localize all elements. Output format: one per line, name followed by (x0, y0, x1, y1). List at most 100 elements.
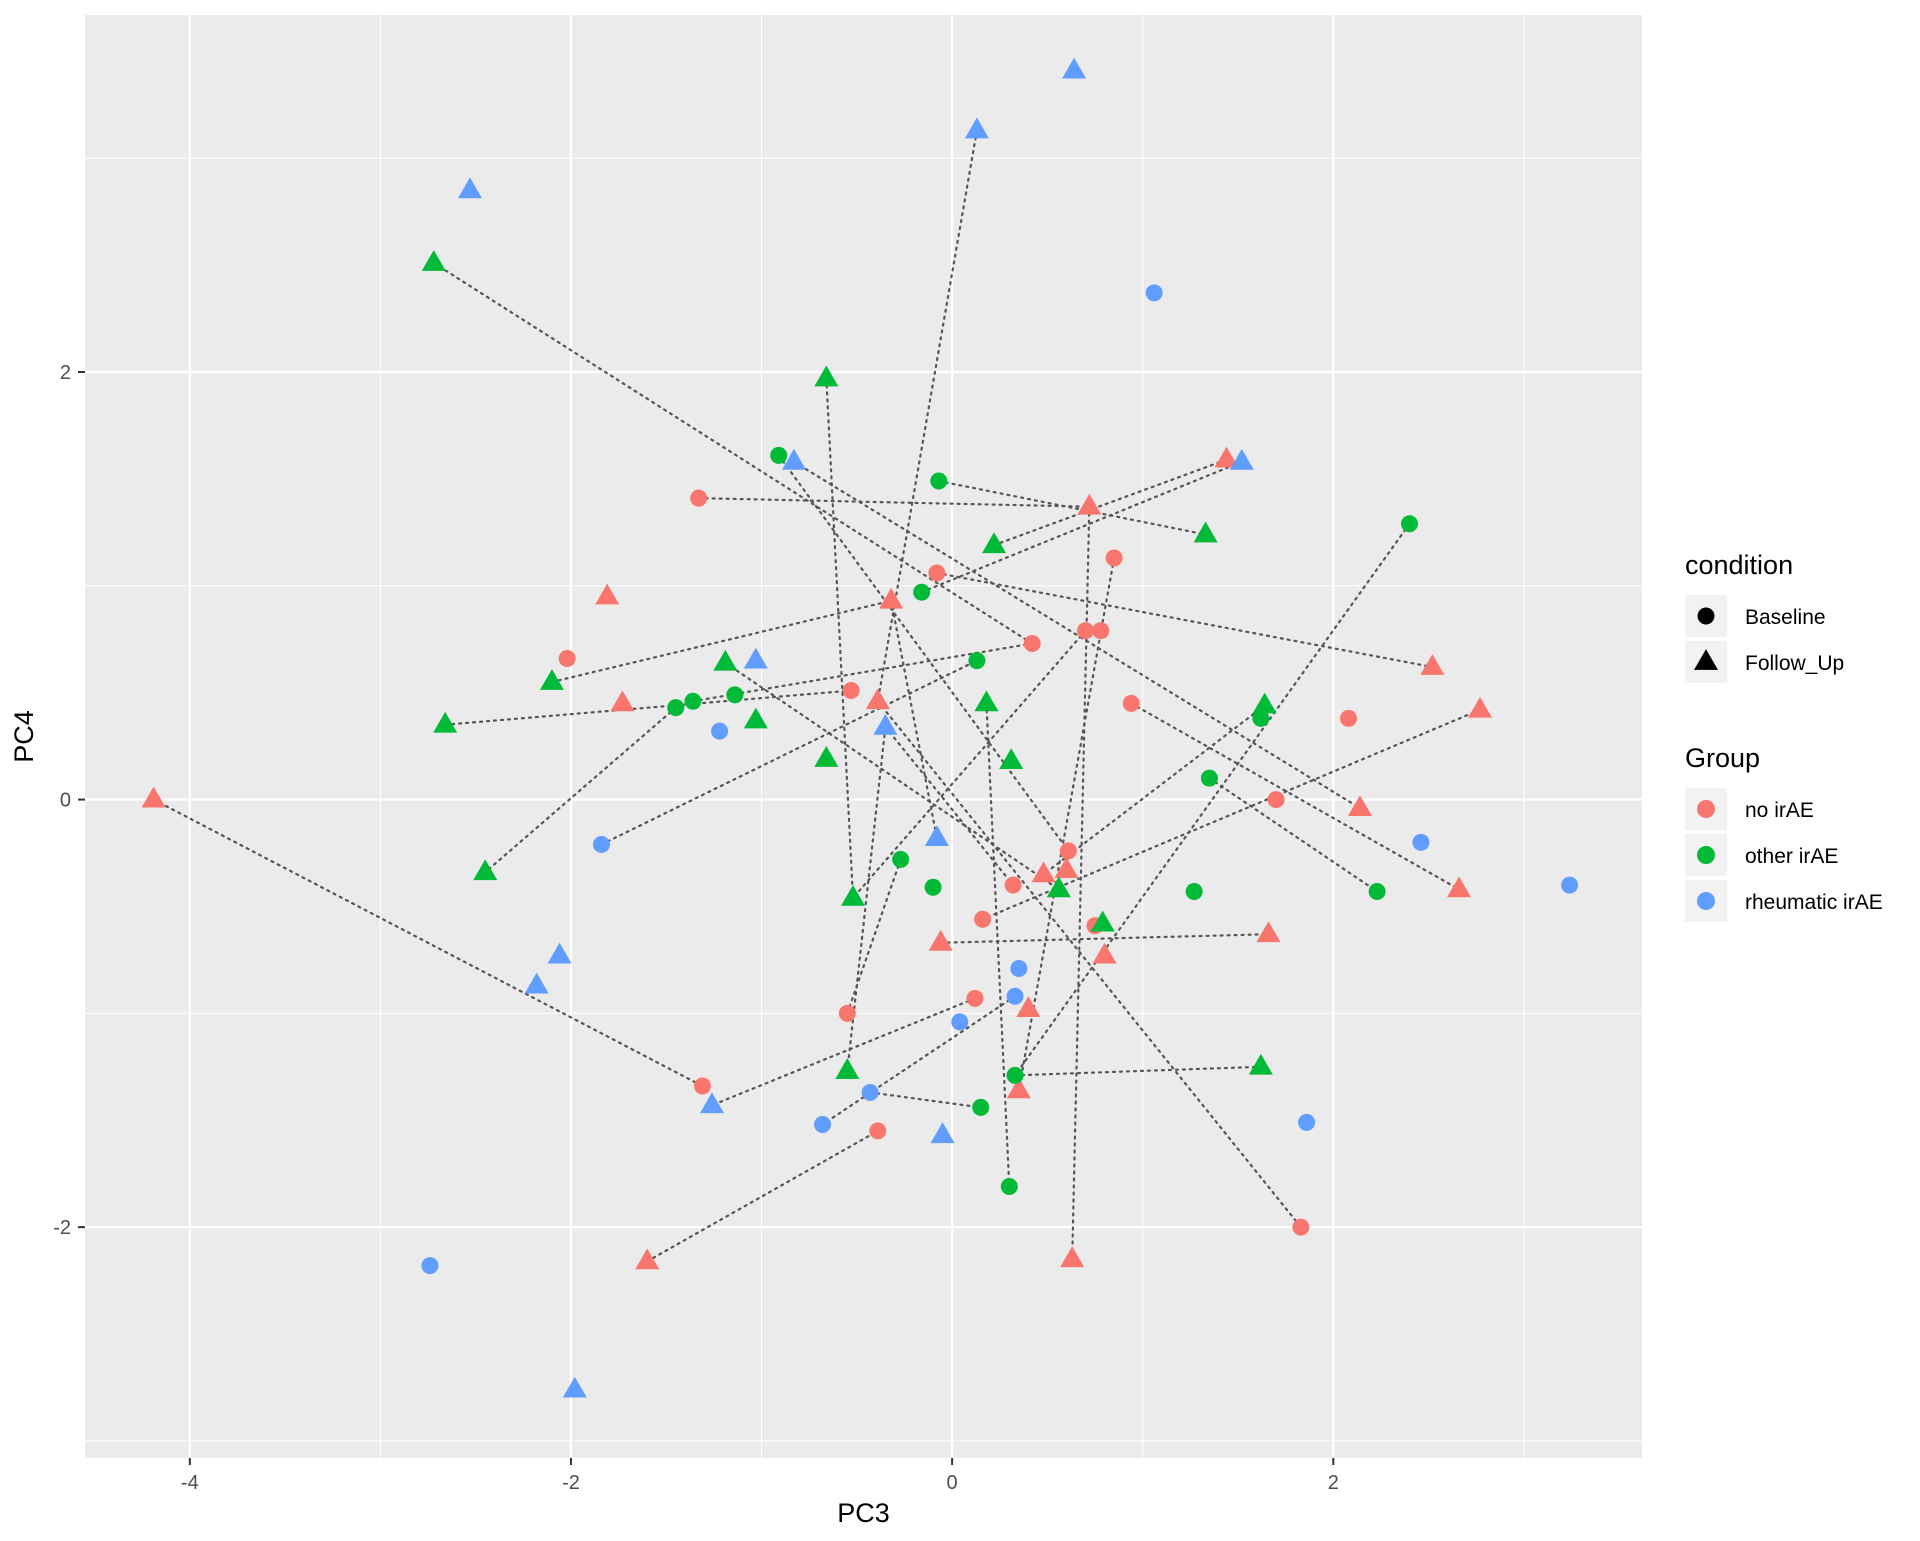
legend-shape-triangle (1694, 649, 1718, 670)
data-point (814, 365, 839, 387)
x-tick-label: -2 (562, 1472, 580, 1494)
paired-segment (935, 571, 1434, 669)
data-point (684, 692, 702, 710)
data-point (524, 972, 549, 994)
paired-segment (869, 1091, 982, 1109)
data-point (1468, 696, 1493, 718)
data-point (1016, 996, 1041, 1017)
legend-label: Baseline (1745, 606, 1826, 629)
data-point (1077, 622, 1095, 640)
data-point (1092, 622, 1110, 640)
data-point (1060, 1246, 1085, 1268)
data-point (964, 117, 989, 139)
paired-segment (890, 599, 938, 840)
data-point (743, 647, 768, 669)
data-point (711, 722, 729, 740)
data-point (1062, 57, 1087, 79)
legend-swatch (1697, 846, 1715, 864)
legend-condition: condition Baseline Follow_Up (1685, 550, 1844, 683)
legend-group-title: Group (1685, 743, 1760, 773)
data-point (1054, 857, 1079, 879)
legend-swatch (1697, 892, 1715, 910)
data-point (966, 989, 984, 1007)
data-point (699, 1092, 724, 1114)
legend-condition-title: condition (1685, 550, 1793, 580)
y-tick-label: 0 (60, 790, 71, 812)
data-point (1059, 842, 1077, 860)
data-point (1046, 876, 1071, 898)
data-point (141, 786, 166, 808)
data-point (924, 825, 949, 846)
data-point (861, 1083, 879, 1101)
paired-segment (600, 659, 978, 846)
data-point (743, 707, 768, 729)
axis-ticks: -4 -2 0 2 -2 0 2 (53, 362, 1339, 1494)
data-point (770, 446, 788, 464)
data-point (1252, 692, 1277, 714)
data-point (1292, 1218, 1310, 1236)
data-point (473, 859, 498, 881)
legend-group: Group no irAE other irAE rheumatic irAE (1685, 743, 1883, 922)
legend-label: Follow_Up (1745, 652, 1844, 675)
data-point (1412, 833, 1430, 851)
paired-segment (992, 458, 1228, 547)
data-point (1006, 987, 1024, 1005)
data-point (951, 1013, 969, 1031)
data-point (841, 885, 866, 906)
data-point (928, 929, 953, 951)
data-point (457, 177, 482, 199)
data-point (913, 583, 931, 601)
paired-segment (484, 706, 677, 874)
data-point (1267, 791, 1285, 809)
data-point (592, 835, 610, 853)
data-point (1000, 1178, 1018, 1196)
data-point (1031, 861, 1056, 883)
data-point (1004, 876, 1022, 894)
legend-swatch (1697, 800, 1715, 818)
data-point (1340, 709, 1358, 727)
paired-segment (777, 454, 1070, 852)
paired-segment (851, 629, 1087, 900)
data-point (539, 669, 564, 690)
legend-label: no irAE (1745, 799, 1814, 822)
paired-segment (444, 689, 853, 726)
paired-segment (1208, 777, 1379, 893)
y-tick-label: -2 (53, 1217, 71, 1239)
x-tick-label: -4 (181, 1472, 199, 1494)
data-point (562, 1376, 587, 1398)
paired-segment (939, 933, 1270, 944)
data-point (1090, 910, 1115, 932)
data-point (421, 250, 446, 271)
legend-label: other irAE (1745, 845, 1838, 868)
data-point (1193, 521, 1218, 543)
data-point (1256, 921, 1281, 943)
data-point (879, 587, 904, 609)
data-point (1122, 694, 1140, 712)
data-point (1006, 1066, 1024, 1084)
paired-segment (1017, 556, 1116, 1092)
data-point (667, 699, 685, 717)
data-point (421, 1257, 439, 1275)
data-point (635, 1248, 660, 1270)
x-tick-label: 2 (1328, 1472, 1339, 1494)
data-point (842, 682, 860, 700)
data-point (1229, 448, 1254, 470)
data-point (1185, 882, 1203, 900)
paired-segment (724, 661, 1060, 891)
grid-minor (85, 15, 1642, 1458)
data-point (1561, 876, 1579, 894)
data-point (974, 690, 999, 712)
data-point (1252, 709, 1270, 727)
paired-segment (825, 377, 855, 900)
data-point (1447, 876, 1472, 898)
paired-segment (884, 725, 1015, 887)
data-point (693, 1077, 711, 1095)
data-point (1092, 942, 1117, 964)
data-point (982, 532, 1007, 554)
data-point (1368, 882, 1386, 900)
paired-segment (792, 460, 1362, 810)
data-point (1347, 795, 1372, 817)
data-point (1105, 549, 1123, 567)
paired-segment (152, 798, 704, 1088)
